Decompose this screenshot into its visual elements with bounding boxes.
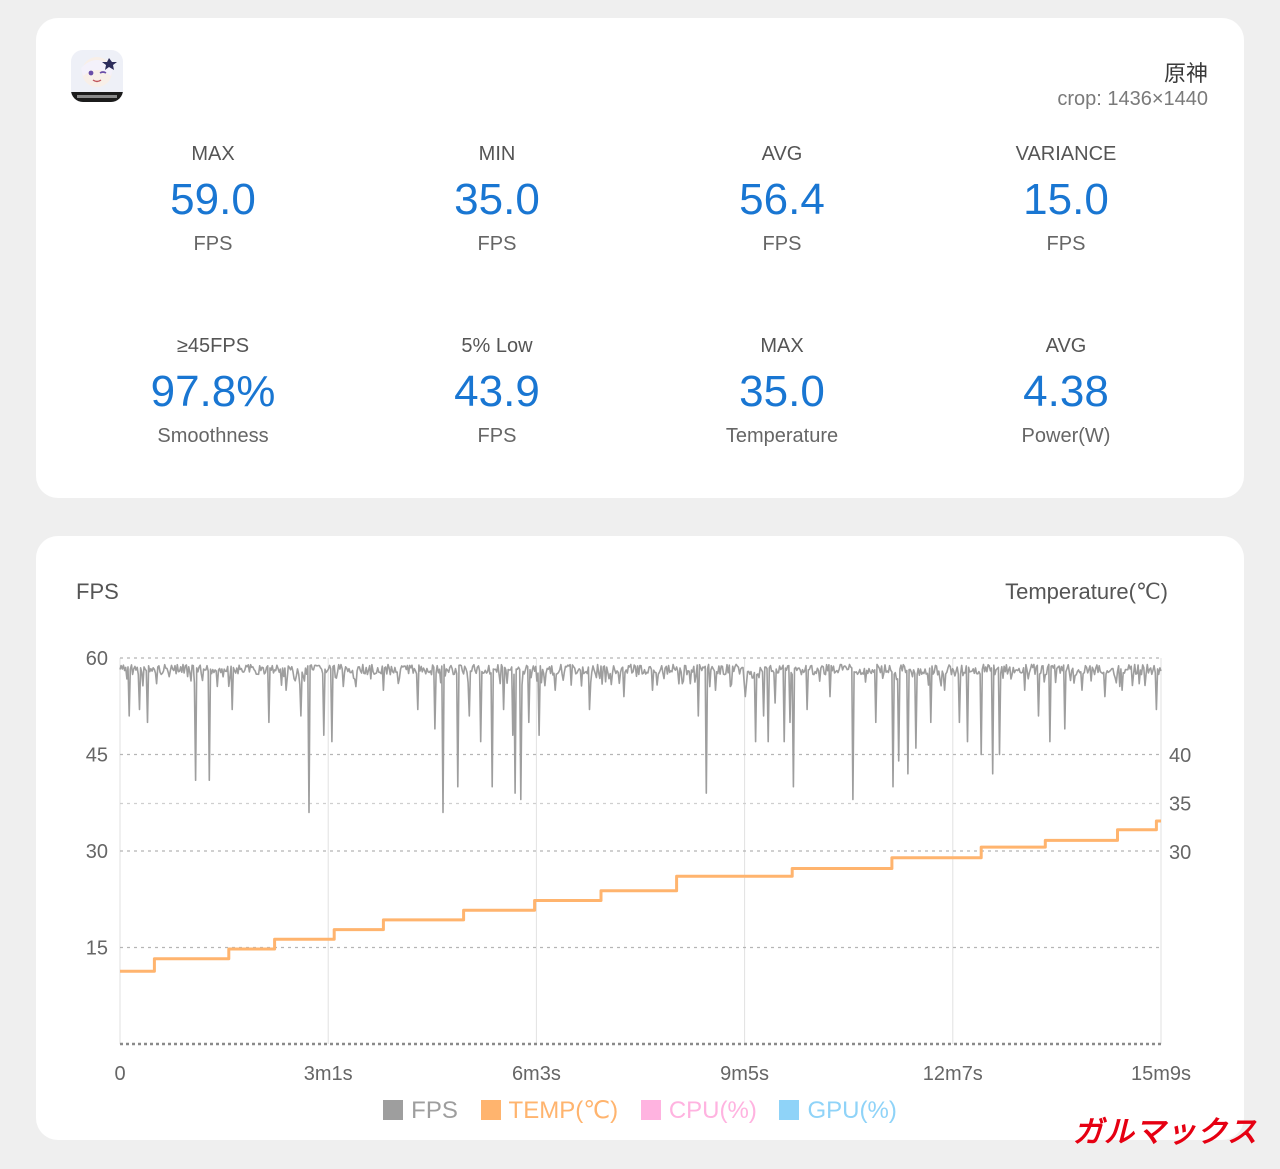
x-tick-label: 6m3s xyxy=(512,1063,561,1085)
stat-label: MIN xyxy=(478,143,516,165)
x-tick-label: 12m7s xyxy=(923,1063,983,1085)
legend-label: FPS xyxy=(411,1097,458,1124)
stat-label: MAX xyxy=(760,335,804,357)
y2-axis-title: Temperature(℃) xyxy=(1005,579,1168,604)
stat-label: AVG xyxy=(1045,335,1087,357)
stat-avg-fps: AVG 56.4 FPS xyxy=(662,141,902,257)
stat-unit: Temperature xyxy=(725,425,839,447)
stat-value: 59.0 xyxy=(170,175,256,224)
stat-unit: FPS xyxy=(477,425,517,447)
app-icon xyxy=(71,50,123,102)
legend-swatch-temp xyxy=(480,1100,501,1120)
legend-item-temp[interactable]: TEMP(℃) xyxy=(480,1096,619,1125)
stat-max-fps: MAX 59.0 FPS xyxy=(93,141,333,257)
stat-unit: FPS xyxy=(762,233,802,255)
y2-tick-label: 30 xyxy=(1169,842,1191,864)
stat-avg-power: AVG 4.38 Power(W) xyxy=(946,333,1186,449)
stat-value: 4.38 xyxy=(1023,367,1109,416)
y2-tick-label: 40 xyxy=(1169,745,1191,767)
legend-swatch-cpu xyxy=(640,1100,661,1120)
stat-label: MAX xyxy=(191,143,235,165)
stat-value: 56.4 xyxy=(739,175,825,224)
x-tick-label: 9m5s xyxy=(720,1063,769,1085)
legend-swatch-fps xyxy=(383,1100,404,1120)
stat-value: 97.8% xyxy=(150,367,276,416)
stat-smoothness: ≥45FPS 97.8% Smoothness xyxy=(93,333,333,449)
stat-value: 35.0 xyxy=(739,367,825,416)
stat-unit: FPS xyxy=(193,233,233,255)
y2-tick-label: 35 xyxy=(1169,794,1191,816)
y-tick-label: 15 xyxy=(86,938,108,960)
stat-unit: FPS xyxy=(1046,233,1086,255)
y-tick-label: 30 xyxy=(86,841,108,863)
stat-min-fps: MIN 35.0 FPS xyxy=(377,141,617,257)
y-axis-title: FPS xyxy=(76,579,119,604)
temperature-series-line xyxy=(120,819,1161,973)
stat-label: AVG xyxy=(761,143,803,165)
watermark-logo: ガルマックス xyxy=(1072,1115,1258,1150)
chart-card: FPS Temperature(℃) 60 45 30 15 40 35 30 0 3m1s 6m… xyxy=(36,536,1244,1140)
legend-item-cpu[interactable]: CPU(%) xyxy=(640,1097,757,1125)
legend-label: TEMP(℃) xyxy=(508,1097,619,1124)
x-tick-label: 0 xyxy=(114,1063,125,1085)
x-tick-label: 15m9s xyxy=(1131,1063,1191,1085)
crop-size: crop: 1436×1440 xyxy=(1057,88,1208,110)
y-tick-label: 45 xyxy=(86,745,108,767)
stats-card: 原神 crop: 1436×1440 MAX 59.0 FPS MIN 35.0… xyxy=(36,18,1244,498)
stat-max-temperature: MAX 35.0 Temperature xyxy=(662,333,902,449)
x-tick-label: 3m1s xyxy=(304,1063,353,1085)
stat-value: 15.0 xyxy=(1023,175,1109,224)
stat-unit: Power(W) xyxy=(1021,425,1111,447)
stat-label: VARIANCE xyxy=(1015,143,1117,165)
stat-variance: VARIANCE 15.0 FPS xyxy=(946,141,1186,257)
stat-value: 43.9 xyxy=(454,367,540,416)
app-name: 原神 xyxy=(1163,61,1208,86)
stat-label: 5% Low xyxy=(461,335,533,357)
fps-temperature-chart: 60 45 30 15 40 35 30 0 3m1s 6m3s 9m5s 12m7s 15m9s xyxy=(86,648,1192,1085)
stat-value: 35.0 xyxy=(454,175,540,224)
legend-item-gpu[interactable]: GPU(%) xyxy=(779,1097,897,1125)
y-tick-label: 60 xyxy=(86,648,108,670)
legend-label: GPU(%) xyxy=(807,1097,897,1124)
stat-unit: Smoothness xyxy=(157,425,269,447)
stat-label: ≥45FPS xyxy=(176,335,250,357)
stat-unit: FPS xyxy=(477,233,517,255)
legend-swatch-gpu xyxy=(779,1100,800,1120)
chart-legend: FPS TEMP(℃) CPU(%) GPU(%) xyxy=(36,1096,1244,1125)
stat-5pct-low: 5% Low 43.9 FPS xyxy=(377,333,617,449)
legend-label: CPU(%) xyxy=(668,1097,757,1124)
fps-series-line xyxy=(119,663,1162,814)
legend-item-fps[interactable]: FPS xyxy=(383,1097,458,1125)
